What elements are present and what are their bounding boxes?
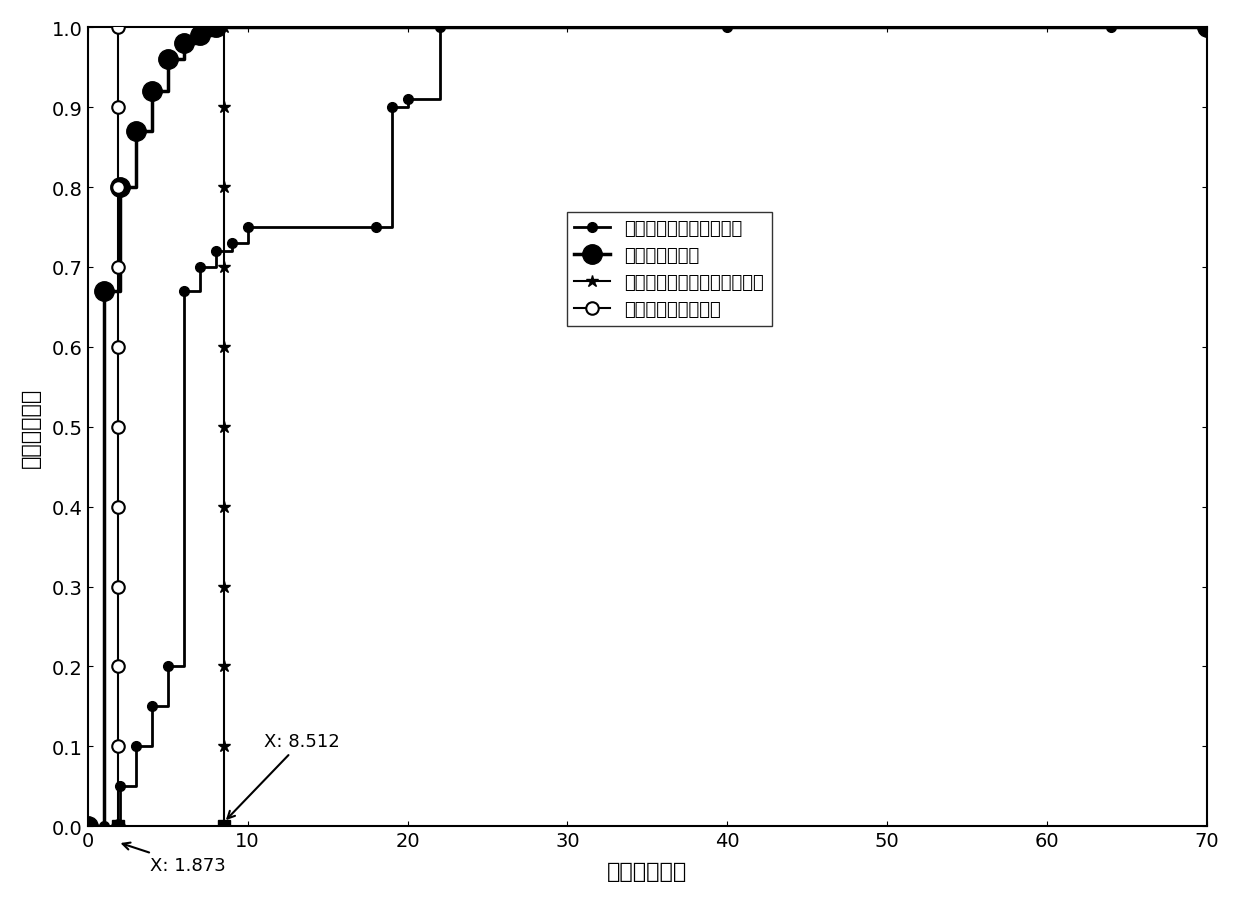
X-axis label: 所需搜索次数: 所需搜索次数 [608, 861, 687, 881]
Text: X: 1.873: X: 1.873 [123, 842, 226, 874]
Legend: 基于穷举搜索的恢复方法, 本发明恢复方法, 基于穷举搜索的恢复方法均值, 本发明恢复方法均值: 基于穷举搜索的恢复方法, 本发明恢复方法, 基于穷举搜索的恢复方法均值, 本发明… [567, 213, 771, 327]
Text: X: 8.512: X: 8.512 [227, 732, 340, 819]
Y-axis label: 累积分布函数: 累积分布函数 [21, 387, 41, 467]
